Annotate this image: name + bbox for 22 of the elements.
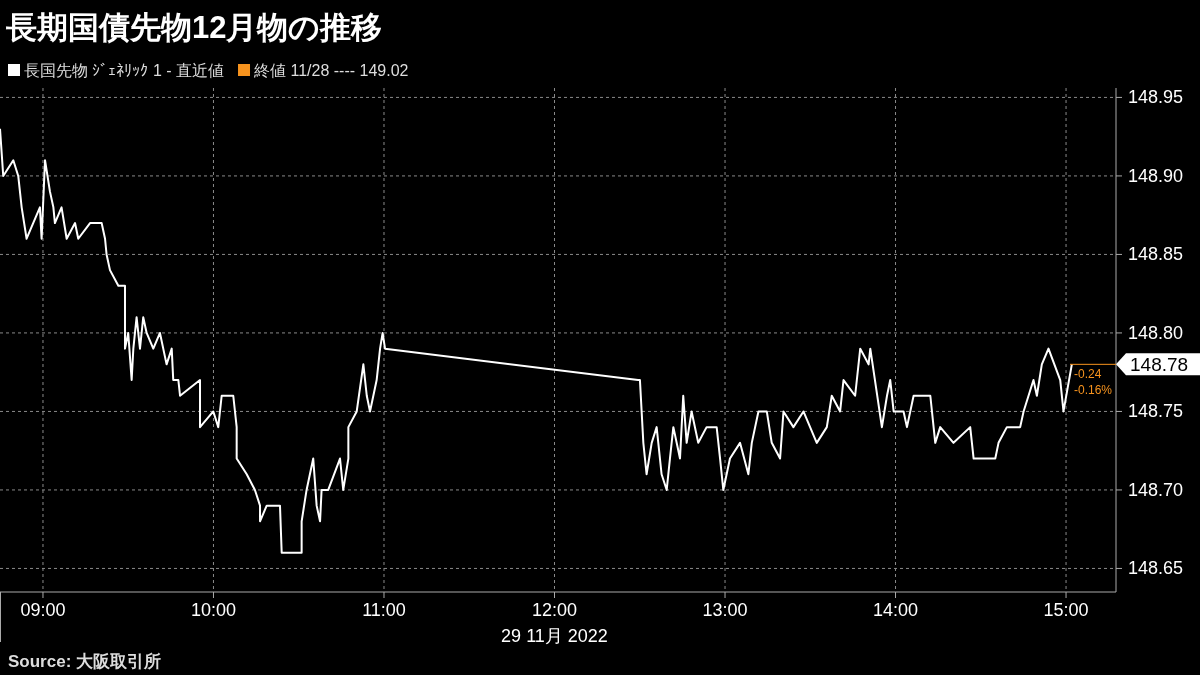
source-note: Source: 大阪取引所 <box>8 652 162 671</box>
x-tick-label: 13:00 <box>702 600 748 620</box>
annotation: -0.24 <box>1074 367 1102 382</box>
text: 終値 11/28 ---- 149.02 <box>253 62 409 79</box>
x-tick-label: 15:00 <box>1043 600 1089 620</box>
x-tick-label: 14:00 <box>873 600 919 620</box>
y-tick-label: 148.85 <box>1128 244 1184 265</box>
annotation: -0.16% <box>1074 383 1113 398</box>
y-tick-label: 148.70 <box>1128 479 1184 500</box>
x-axis-title: 29 11月 2022 <box>501 626 608 646</box>
chart-title: 長期国債先物12月物の推移 <box>5 10 383 45</box>
x-tick-label: 09:00 <box>20 600 66 620</box>
y-tick-label: 148.95 <box>1128 87 1184 108</box>
y-tick-label: 148.90 <box>1128 165 1184 186</box>
y-tick-label: 148.65 <box>1128 558 1184 579</box>
y-tick-label: 148.75 <box>1128 401 1184 422</box>
x-tick-label: 10:00 <box>190 600 236 620</box>
x-tick-label: 12:00 <box>531 600 578 620</box>
legend-label: 長国先物 ｼﾞｪﾈﾘｯｸ 1 - 直近値 <box>24 62 225 79</box>
ref-line-label: 148.78 <box>1130 354 1189 376</box>
x-tick-label: 11:00 <box>362 600 406 620</box>
y-tick-label: 148.80 <box>1128 322 1184 343</box>
